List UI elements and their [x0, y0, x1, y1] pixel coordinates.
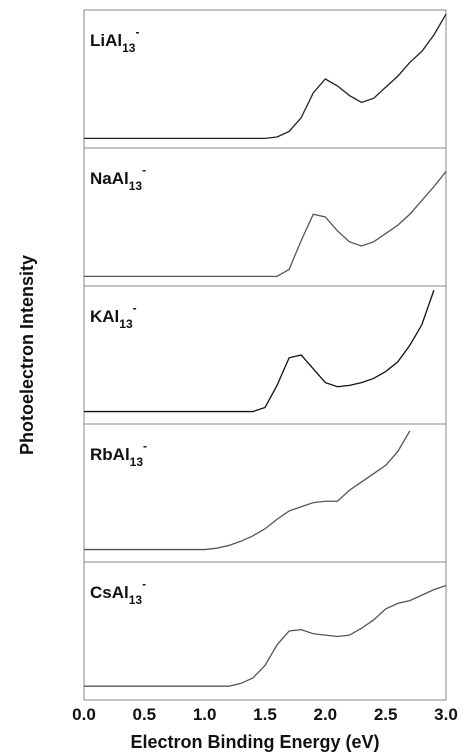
label-subscript: 13	[129, 593, 143, 607]
panel-frame	[83, 147, 447, 287]
panel-label: CsAl13 -	[90, 577, 146, 607]
label-subscript: 13	[129, 179, 143, 193]
spectrum-line	[84, 13, 447, 139]
label-superscript: -	[143, 439, 147, 453]
label-superscript: -	[135, 25, 139, 39]
spectrum-line	[84, 289, 435, 413]
label-superscript: -	[142, 163, 146, 177]
spectrum-line	[84, 430, 411, 551]
x-tick-label: 2.0	[314, 705, 338, 724]
panel-label: KAl13-	[90, 301, 137, 331]
label-subscript: 13	[130, 455, 144, 469]
x-tick-label: 1.0	[193, 705, 217, 724]
label-subscript: 13	[122, 41, 136, 55]
label-name: RbAl	[90, 445, 130, 464]
panel-frame	[83, 561, 447, 701]
x-tick-label: 3.0	[434, 705, 458, 724]
label-name: NaAl	[90, 169, 129, 188]
label-name: CsAl	[90, 583, 129, 602]
label-superscript: -	[133, 301, 137, 315]
x-tick-label: 0.5	[133, 705, 157, 724]
spectrum-line	[84, 171, 447, 277]
label-subscript: 13	[119, 317, 133, 331]
label-name: LiAl	[90, 31, 122, 50]
label-superscript: -	[142, 577, 146, 591]
x-tick-label: 0.0	[72, 705, 96, 724]
panel-frame	[83, 423, 447, 563]
x-axis-title: Electron Binding Energy (eV)	[130, 732, 379, 752]
x-tick-label: 2.5	[374, 705, 398, 724]
spectrum-line	[84, 584, 447, 687]
panel-label: RbAl13 -	[90, 439, 147, 469]
panel-label: NaAl13 -	[90, 163, 146, 193]
y-axis-title: Photoelectron Intensity	[17, 255, 37, 455]
panel-frame	[83, 285, 447, 425]
panel-label: LiAl13 -	[90, 25, 139, 55]
label-name: KAl	[90, 307, 119, 326]
x-tick-label: 1.5	[253, 705, 277, 724]
